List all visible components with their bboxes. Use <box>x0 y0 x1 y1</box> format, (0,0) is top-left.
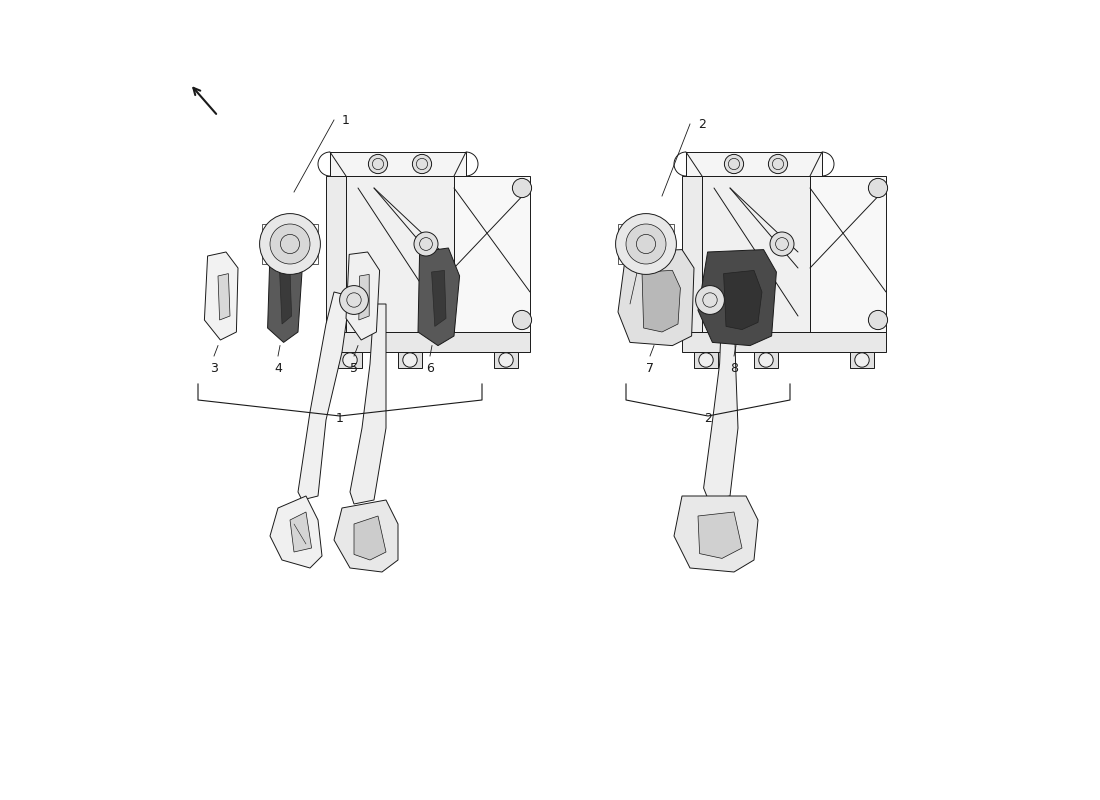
Circle shape <box>343 353 358 367</box>
Polygon shape <box>682 332 886 352</box>
Circle shape <box>368 154 387 174</box>
Polygon shape <box>454 176 474 332</box>
Text: 1: 1 <box>342 114 350 126</box>
Text: 2: 2 <box>698 118 706 130</box>
Polygon shape <box>810 176 830 332</box>
Polygon shape <box>850 352 875 368</box>
Circle shape <box>412 154 431 174</box>
Circle shape <box>340 286 368 314</box>
Circle shape <box>626 224 666 264</box>
Circle shape <box>513 178 531 198</box>
Polygon shape <box>205 252 238 340</box>
Polygon shape <box>702 176 810 332</box>
Circle shape <box>855 353 869 367</box>
Polygon shape <box>754 352 778 368</box>
Text: 7: 7 <box>646 362 654 375</box>
Polygon shape <box>698 250 777 346</box>
Circle shape <box>725 154 744 174</box>
Circle shape <box>260 214 320 274</box>
Polygon shape <box>326 332 530 352</box>
Polygon shape <box>694 352 718 368</box>
Polygon shape <box>346 176 454 332</box>
Polygon shape <box>431 270 446 326</box>
Circle shape <box>498 353 514 367</box>
Circle shape <box>616 214 676 274</box>
Text: 3: 3 <box>210 362 218 375</box>
Polygon shape <box>267 250 303 342</box>
Polygon shape <box>618 250 694 346</box>
Circle shape <box>270 224 310 264</box>
Polygon shape <box>350 304 386 504</box>
Circle shape <box>414 232 438 256</box>
Polygon shape <box>810 176 886 332</box>
Polygon shape <box>338 352 362 368</box>
Polygon shape <box>642 270 681 332</box>
Text: 4: 4 <box>274 362 282 375</box>
Text: 8: 8 <box>730 362 738 375</box>
Polygon shape <box>290 512 311 552</box>
Polygon shape <box>418 248 460 346</box>
Polygon shape <box>330 152 466 176</box>
Polygon shape <box>398 352 422 368</box>
Polygon shape <box>346 252 380 340</box>
Circle shape <box>868 178 888 198</box>
Polygon shape <box>359 274 370 320</box>
Circle shape <box>403 353 417 367</box>
Circle shape <box>695 286 725 314</box>
Polygon shape <box>454 176 530 332</box>
Text: 1: 1 <box>337 412 344 425</box>
Text: 2: 2 <box>704 412 712 425</box>
Polygon shape <box>279 270 292 324</box>
Circle shape <box>513 310 531 330</box>
Polygon shape <box>494 352 518 368</box>
Text: 5: 5 <box>350 362 358 375</box>
Polygon shape <box>724 270 762 330</box>
Circle shape <box>698 353 713 367</box>
Polygon shape <box>674 496 758 572</box>
Polygon shape <box>686 152 822 176</box>
Polygon shape <box>698 512 742 558</box>
Polygon shape <box>704 304 738 500</box>
Circle shape <box>868 310 888 330</box>
Polygon shape <box>334 500 398 572</box>
Polygon shape <box>326 176 346 332</box>
Circle shape <box>759 353 773 367</box>
Circle shape <box>769 154 788 174</box>
Polygon shape <box>218 274 230 320</box>
Text: 6: 6 <box>426 362 433 375</box>
Circle shape <box>770 232 794 256</box>
Polygon shape <box>270 496 322 568</box>
Polygon shape <box>354 516 386 560</box>
Polygon shape <box>298 292 350 500</box>
Polygon shape <box>682 176 702 332</box>
